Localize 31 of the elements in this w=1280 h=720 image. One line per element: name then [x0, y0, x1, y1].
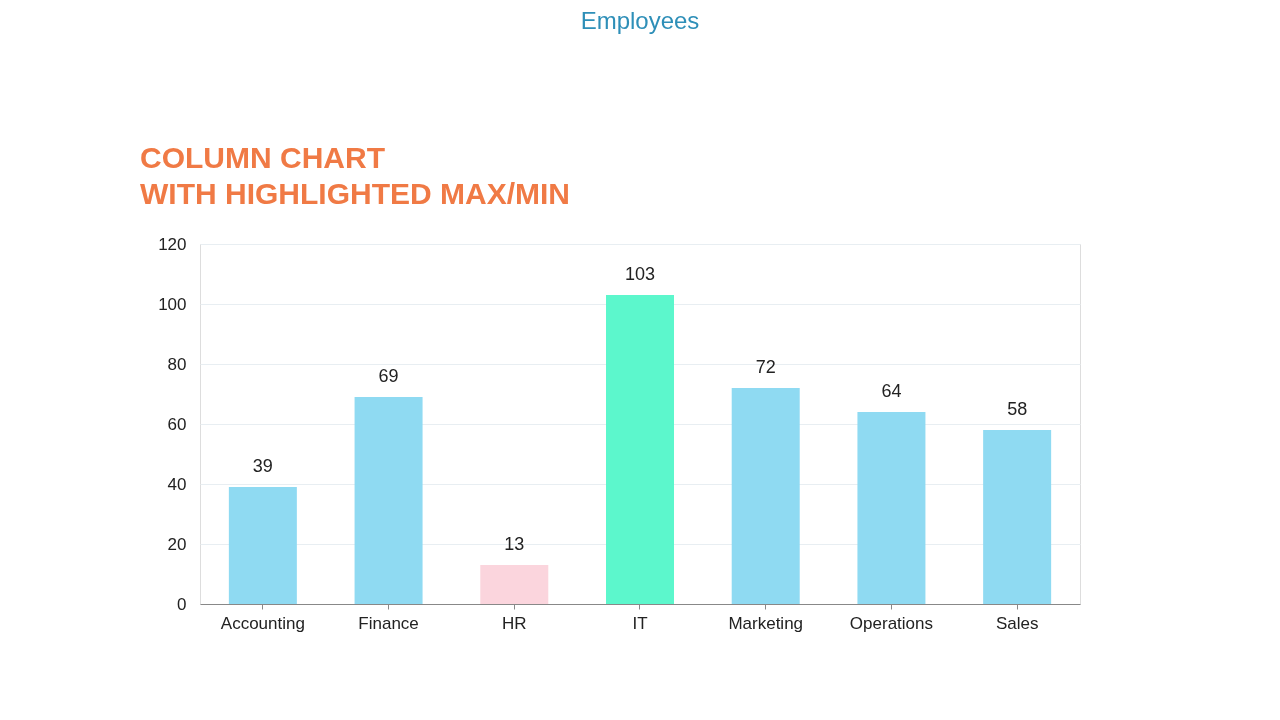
y-tick-label: 40 [167, 474, 187, 494]
x-tick-label: Marketing [728, 613, 804, 633]
data-label: 103 [624, 264, 656, 284]
chart-title: Employees [580, 7, 700, 34]
y-tick-label: 80 [167, 354, 187, 374]
x-tick-label: Finance [358, 613, 419, 633]
data-label: 69 [378, 366, 399, 386]
x-tick-label: Accounting [220, 613, 305, 633]
y-tick-label: 0 [177, 594, 187, 614]
bar [606, 295, 674, 604]
y-tick-label: 20 [167, 534, 187, 554]
bar [731, 388, 800, 604]
x-tick-label: HR [502, 613, 527, 633]
bar [354, 397, 423, 604]
bar [480, 565, 549, 604]
bar [857, 412, 926, 604]
data-label: 39 [252, 456, 273, 476]
y-tick-label: 120 [158, 234, 187, 254]
data-label: 64 [881, 381, 902, 401]
x-tick-label: Sales [995, 613, 1039, 633]
data-label: 58 [1007, 399, 1028, 419]
text: COLUMN CHART [140, 141, 385, 174]
data-label: 13 [504, 534, 525, 554]
y-tick-label: 60 [167, 414, 187, 434]
x-tick-label: Operations [849, 613, 934, 633]
bar [983, 430, 1052, 604]
y-tick-label: 100 [158, 294, 187, 314]
data-label: 72 [755, 357, 776, 377]
x-tick-label: IT [632, 613, 648, 633]
text: WITH HIGHLIGHTED MAX/MIN [140, 177, 570, 210]
bar [228, 487, 297, 604]
